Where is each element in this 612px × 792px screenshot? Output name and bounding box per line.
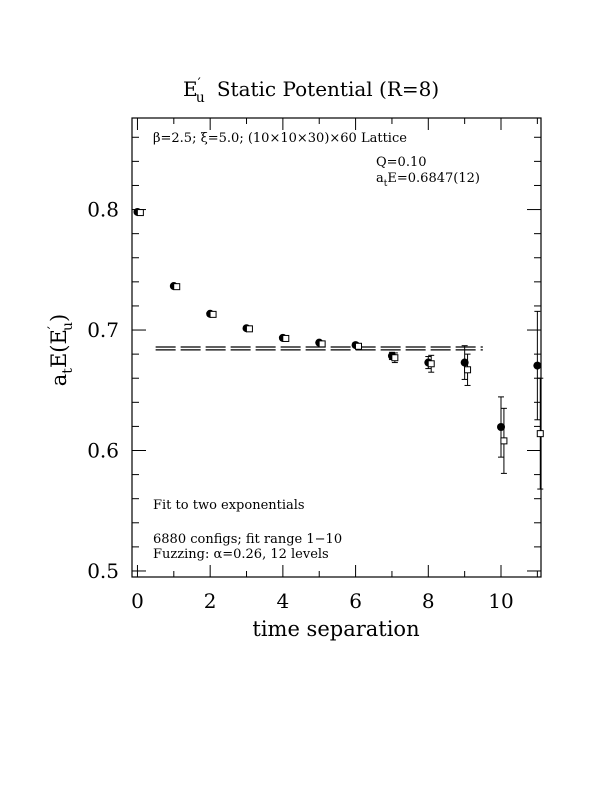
axis-ticks — [132, 118, 541, 577]
data-point-square — [427, 360, 435, 368]
y-tick-label: 0.7 — [87, 318, 119, 342]
data-point-square — [500, 437, 508, 445]
x-tick-label: 2 — [204, 589, 217, 613]
data-point-square — [354, 342, 362, 350]
x-tick-label: 0 — [131, 589, 144, 613]
x-tick-label: 6 — [349, 589, 362, 613]
y-axis-label: atE(E′u) — [46, 314, 76, 386]
data-point-square — [136, 209, 144, 217]
energy-annotation: atE=0.6847(12) — [376, 171, 480, 189]
fuzzing-annotation: Fuzzing: α=0.26, 12 levels — [153, 547, 329, 562]
x-tick-label: 8 — [422, 589, 435, 613]
data-point-square — [173, 283, 181, 291]
y-tick-label: 0.6 — [87, 439, 119, 463]
configs-annotation: 6880 configs; fit range 1−10 — [153, 532, 342, 547]
data-point-circle — [497, 423, 506, 432]
x-axis-label: time separation — [252, 617, 419, 641]
data-point-square — [536, 430, 544, 438]
tick-labels: 0 2 4 6 8 10 0.5 0.6 0.7 0.8 — [87, 198, 514, 613]
plot-frame — [131, 117, 542, 578]
fit-annotation: Fit to two exponentials — [153, 498, 305, 513]
data-point-square — [318, 340, 326, 348]
x-tick-label: 10 — [488, 589, 513, 613]
data-point-square — [245, 325, 253, 333]
data-point-square — [464, 366, 472, 374]
y-tick-label: 0.8 — [87, 198, 119, 222]
data-point-square — [391, 354, 399, 362]
data-point-circle — [460, 358, 469, 367]
data-point-circle — [533, 361, 542, 370]
x-tick-label: 4 — [277, 589, 290, 613]
q-annotation: Q=0.10 — [376, 155, 427, 170]
lattice-annotation: β=2.5; ξ=5.0; (10×10×30)×60 Lattice — [153, 131, 407, 146]
fit-band — [155, 346, 483, 351]
data-points — [133, 207, 544, 490]
y-tick-label: 0.5 — [87, 559, 119, 583]
data-point-square — [209, 310, 217, 318]
data-point-square — [282, 334, 290, 342]
chart-title: E′ u Static Potential (R=8) — [183, 76, 439, 106]
